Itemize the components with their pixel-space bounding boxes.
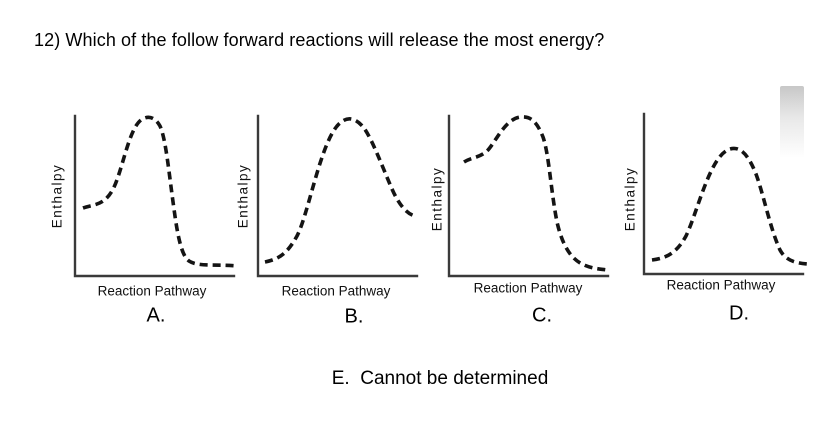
energy-diagram-d — [642, 112, 808, 276]
x-axis-label-c: Reaction Pathway — [473, 280, 583, 296]
axes-d — [642, 112, 805, 276]
energy-diagram-a — [73, 114, 238, 278]
option-label-d: D. — [729, 302, 749, 325]
option-label-c: C. — [532, 304, 552, 327]
axes-c — [447, 114, 610, 278]
y-axis-label-d: Enthalpy — [622, 166, 638, 232]
axes-a — [73, 114, 236, 278]
axes-b — [256, 114, 419, 278]
energy-diagram-c — [447, 114, 610, 278]
option-label-b: B. — [344, 305, 364, 328]
x-axis-label-b: Reaction Pathway — [281, 283, 391, 299]
option-label-e: E. Cannot be determined — [331, 368, 549, 389]
question-title: 12) Which of the follow forward reaction… — [34, 30, 605, 50]
y-axis-label-c: Enthalpy — [429, 166, 445, 232]
energy-curve-b — [264, 117, 416, 264]
energy-curve-a — [82, 115, 238, 268]
energy-diagram-b — [256, 114, 419, 278]
x-axis-label-d: Reaction Pathway — [666, 277, 776, 293]
energy-curve-c — [463, 115, 608, 272]
energy-curve-d — [651, 146, 808, 266]
option-label-a: A. — [146, 304, 166, 327]
y-axis-label-b: Enthalpy — [235, 163, 251, 229]
x-axis-label-a: Reaction Pathway — [97, 283, 207, 299]
y-axis-label-a: Enthalpy — [49, 163, 65, 229]
scrollbar-thumb[interactable] — [780, 86, 804, 158]
